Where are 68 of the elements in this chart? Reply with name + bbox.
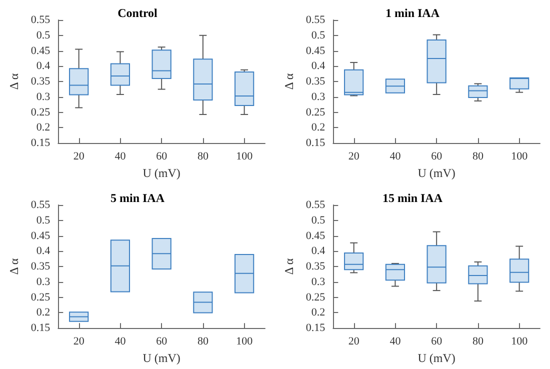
y-tick-label: 0.4 (36, 245, 51, 258)
x-tick-label: 100 (511, 150, 528, 163)
y-tick-label: 0.3 (36, 90, 51, 103)
y-tick-label: 0.2 (36, 306, 50, 319)
y-tick-label: 0.4 (36, 60, 51, 72)
x-tick-label: 20 (73, 150, 85, 163)
y-tick-label: 0.55 (306, 199, 326, 211)
y-tick-label: 0.15 (306, 137, 326, 150)
x-tick-label: 20 (73, 336, 85, 348)
y-tick-label: 0.5 (311, 214, 326, 226)
y-tick-label: 0.35 (306, 260, 326, 273)
y-axis-title: Δ α (7, 72, 21, 90)
y-tick-label: 0.2 (311, 122, 326, 134)
y-axis-title: Δ α (282, 258, 296, 275)
y-tick-label: 0.55 (30, 199, 51, 211)
y-tick-label: 0.4 (311, 245, 326, 258)
y-tick-label: 0.25 (30, 106, 51, 118)
y-tick-label: 0.25 (306, 291, 326, 304)
y-tick-label: 0.45 (306, 230, 326, 242)
x-tick-label: 80 (197, 150, 209, 163)
y-tick-label: 0.15 (306, 322, 326, 334)
y-tick-label: 0.25 (30, 291, 51, 304)
y-tick-label: 0.45 (306, 44, 326, 57)
y-tick-label: 0.4 (311, 60, 326, 72)
chart-title: 1 min IAA (385, 6, 440, 20)
y-tick-label: 0.15 (30, 322, 51, 334)
x-tick-label: 20 (348, 336, 360, 348)
y-tick-label: 0.35 (30, 76, 51, 88)
y-tick-label: 0.3 (311, 276, 326, 288)
x-tick-label: 100 (511, 336, 528, 348)
y-axis-title: Δ α (7, 258, 21, 275)
x-axis-title: U (mV) (418, 166, 456, 180)
y-tick-label: 0.55 (30, 14, 51, 26)
y-tick-label: 0.5 (36, 214, 51, 226)
y-tick-label: 0.3 (36, 276, 51, 288)
x-axis-title: U (mV) (418, 351, 456, 365)
chart-title: Control (118, 6, 158, 20)
y-tick-label: 0.15 (30, 137, 51, 150)
y-tick-label: 0.3 (311, 90, 326, 103)
x-axis-title: U (mV) (142, 351, 180, 365)
x-tick-label: 80 (197, 336, 209, 348)
x-tick-label: 40 (390, 336, 402, 348)
y-tick-label: 0.55 (306, 14, 326, 26)
x-tick-label: 40 (114, 150, 126, 163)
x-tick-label: 80 (472, 150, 484, 163)
x-tick-label: 20 (348, 150, 360, 163)
x-tick-label: 100 (236, 336, 254, 348)
y-tick-label: 0.2 (36, 122, 50, 134)
chart-title: 15 min IAA (382, 191, 443, 205)
x-tick-label: 60 (431, 150, 443, 163)
chart-title: 5 min IAA (110, 191, 165, 205)
x-tick-label: 60 (156, 150, 168, 163)
x-tick-label: 60 (156, 336, 168, 348)
y-tick-label: 0.5 (311, 29, 326, 42)
x-tick-label: 60 (431, 336, 443, 348)
y-tick-label: 0.45 (30, 230, 51, 242)
y-tick-label: 0.35 (30, 260, 51, 273)
x-tick-label: 40 (114, 336, 126, 348)
y-axis-title: Δ α (282, 72, 296, 90)
y-tick-label: 0.45 (30, 44, 51, 57)
y-tick-label: 0.5 (36, 29, 51, 42)
y-tick-label: 0.25 (306, 106, 326, 118)
x-axis-title: U (mV) (142, 166, 180, 180)
x-tick-label: 80 (472, 336, 484, 348)
x-tick-label: 100 (236, 150, 254, 163)
x-tick-label: 40 (390, 150, 402, 163)
y-tick-label: 0.2 (311, 306, 326, 319)
y-tick-label: 0.35 (306, 76, 326, 88)
